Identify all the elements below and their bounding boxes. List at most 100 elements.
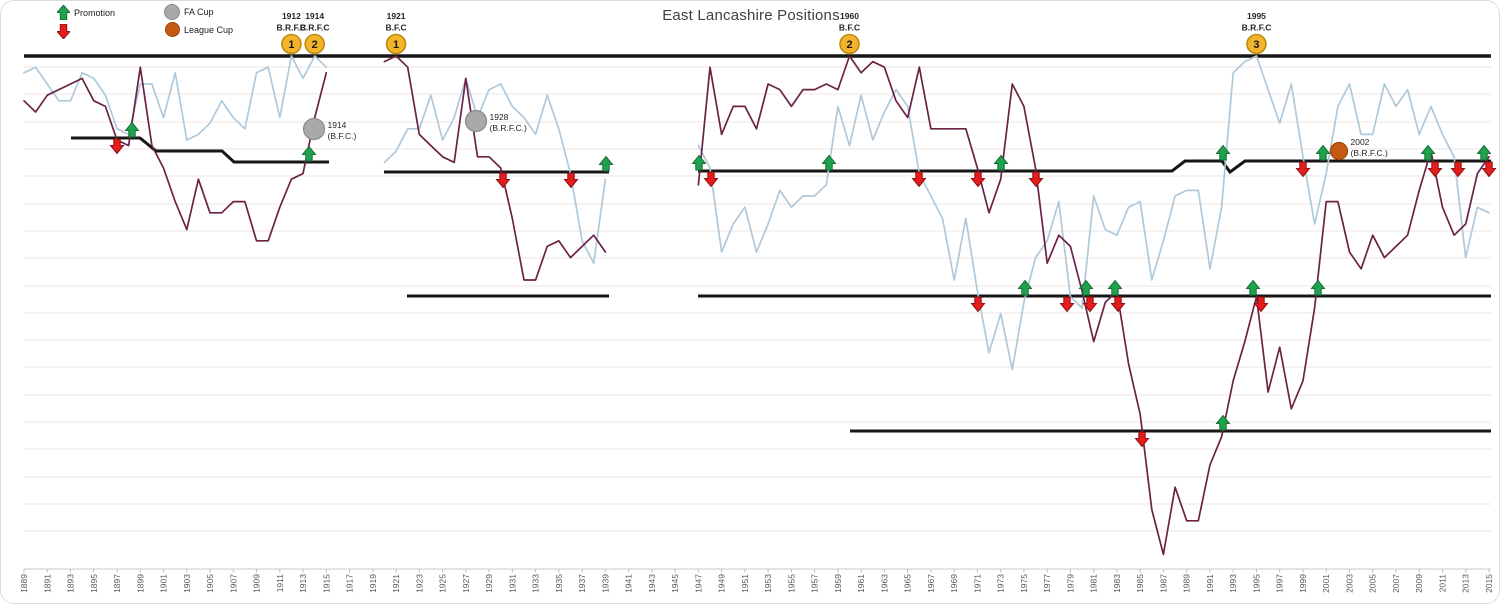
x-axis-label: 1955 xyxy=(786,574,796,593)
x-axis-label: 1915 xyxy=(321,574,331,593)
x-axis-label: 1973 xyxy=(996,574,1006,593)
x-axis-label: 1933 xyxy=(531,574,541,593)
league-title-marker-1912 xyxy=(281,33,302,55)
x-axis-label: 1985 xyxy=(1135,574,1145,593)
promotion-arrow-icon xyxy=(57,5,70,20)
cup-year-label: 1914 xyxy=(328,120,347,130)
x-axis-label: 1995 xyxy=(1251,574,1261,593)
promotion-arrow-1898 xyxy=(124,121,140,138)
league-title-year-label: 1995 xyxy=(1247,11,1266,21)
x-axis-label: 1919 xyxy=(368,574,378,593)
league-title-number: 3 xyxy=(1253,39,1259,51)
league-title-club-label: B.R.F.C xyxy=(300,23,330,33)
league-title-marker-1921 xyxy=(385,33,407,55)
cup-club-label: (B.R.F.C.) xyxy=(490,123,527,133)
x-axis-label: 2007 xyxy=(1391,574,1401,593)
fa-cup-icon xyxy=(164,4,180,20)
legend-item-relegation xyxy=(57,24,70,39)
league-title-year-label: 1960 xyxy=(840,11,859,21)
league-title-year-label: 1921 xyxy=(387,11,406,21)
league-title-number: 2 xyxy=(846,39,852,51)
cup-club-label: (B.F.C.) xyxy=(328,131,357,141)
promotion-arrow-1982 xyxy=(1107,279,1123,296)
promotion-arrow-1975 xyxy=(1017,279,1033,296)
x-axis-label: 2013 xyxy=(1461,574,1471,593)
x-axis-label: 1947 xyxy=(693,574,703,593)
chart-title: East Lancashire Positions xyxy=(662,7,840,24)
x-axis-label: 1907 xyxy=(228,574,238,593)
relegation-arrow-1971 xyxy=(970,171,986,188)
promotion-arrow-2009 xyxy=(1420,144,1436,161)
x-axis-label: 1999 xyxy=(1298,574,1308,593)
x-axis-label: 1945 xyxy=(670,574,680,593)
x-axis-label: 1983 xyxy=(1112,574,1122,593)
promotion-arrow-1973 xyxy=(993,154,1009,171)
relegation-arrow-1980 xyxy=(1082,296,1098,313)
legend-item-fa-cup: FA Cup xyxy=(164,4,214,20)
relegation-arrow-1897 xyxy=(109,138,125,155)
league-title-number: 1 xyxy=(288,39,294,51)
x-axis-label: 1971 xyxy=(972,574,982,593)
x-axis-label: 1965 xyxy=(903,574,913,593)
x-axis-label: 1937 xyxy=(577,574,587,593)
division-boundary-tier1-2-postwar xyxy=(698,159,1491,175)
x-axis-label: 1891 xyxy=(42,574,52,593)
league-title-number: 2 xyxy=(312,39,318,51)
x-axis-label: 1905 xyxy=(205,574,215,593)
legend-item-league-cup: League Cup xyxy=(165,22,233,37)
x-axis-label: 1967 xyxy=(926,574,936,593)
x-axis-label: 1993 xyxy=(1228,574,1238,593)
relegation-arrow-1936 xyxy=(563,172,579,189)
x-axis-label: 1957 xyxy=(810,574,820,593)
x-axis-label: 1975 xyxy=(1019,574,1029,593)
league-title-year-label: 1914 xyxy=(305,11,324,21)
x-axis-label: 1925 xyxy=(438,574,448,593)
relegation-arrow-icon xyxy=(57,24,70,39)
x-axis-label: 1951 xyxy=(740,574,750,593)
relegation-arrow-1983 xyxy=(1110,296,1126,313)
league-cup-icon xyxy=(165,22,180,37)
x-axis-label: 1943 xyxy=(647,574,657,593)
promotion-arrow-1939 xyxy=(598,155,614,172)
x-axis-label: 1981 xyxy=(1089,574,1099,593)
relegation-arrow-1976 xyxy=(1028,171,1044,188)
x-axis-label: 1897 xyxy=(112,574,122,593)
promotion-arrow-2014 xyxy=(1476,144,1492,161)
x-axis-label: 1893 xyxy=(66,574,76,593)
x-axis-label: 1949 xyxy=(717,574,727,593)
promotion-arrow-1958 xyxy=(821,154,837,171)
x-axis-label: 1953 xyxy=(763,574,773,593)
x-axis-label: 1931 xyxy=(507,574,517,593)
fa-cup-marker-1914 xyxy=(302,117,326,141)
x-axis-label: 1927 xyxy=(461,574,471,593)
league-title-marker-1995 xyxy=(1246,33,1267,55)
x-axis-label: 2011 xyxy=(1437,574,1447,593)
x-axis-label: 2003 xyxy=(1344,574,1354,593)
relegation-arrow-1948 xyxy=(703,171,719,188)
cup-club-label: (B.R.F.C.) xyxy=(1351,148,1388,158)
promotion-arrow-1980 xyxy=(1078,279,1094,296)
relegation-arrow-1995 xyxy=(1253,296,1269,313)
promotion-arrow-1913 xyxy=(301,145,317,162)
relegation-arrow-1985 xyxy=(1134,431,1150,448)
relegation-arrow-1930 xyxy=(495,172,511,189)
x-axis-label: 2015 xyxy=(1484,574,1494,593)
relegation-arrow-1966 xyxy=(911,171,927,188)
x-axis-label: 1917 xyxy=(345,574,355,593)
league-title-marker-1914 xyxy=(304,33,325,55)
league-title-marker-1960 xyxy=(839,33,860,55)
x-axis-label: 1939 xyxy=(600,574,610,593)
x-axis-label: 1895 xyxy=(89,574,99,593)
promotion-arrow-2001 xyxy=(1315,144,1331,161)
x-axis-label: 1909 xyxy=(252,574,262,593)
x-axis-label: 1961 xyxy=(856,574,866,593)
x-axis-label: 1989 xyxy=(1182,574,1192,593)
x-axis-label: 1963 xyxy=(879,574,889,593)
x-axis-label: 1959 xyxy=(833,574,843,593)
series-line-burnley xyxy=(23,55,1490,556)
promotion-arrow-1992 xyxy=(1215,144,1231,161)
legend-item-promotion: Promotion xyxy=(57,5,115,20)
x-axis-label: 1921 xyxy=(391,574,401,593)
x-axis-label: 2005 xyxy=(1368,574,1378,593)
